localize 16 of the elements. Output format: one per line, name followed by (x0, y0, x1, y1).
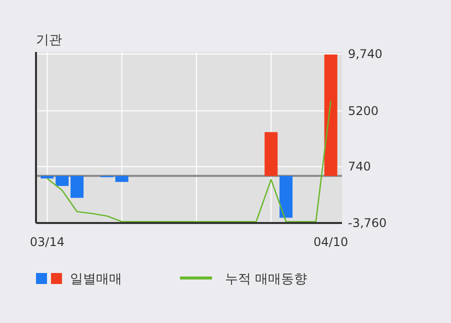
x-tick-label: 04/10 (314, 235, 348, 249)
x-tick-label: 03/14 (30, 235, 64, 249)
legend-label: 누적 매매동향 (225, 272, 308, 287)
chart-title: 기관 (36, 33, 62, 48)
bar (115, 176, 128, 182)
y-tick-label: -3,760 (348, 216, 387, 230)
bar (324, 54, 338, 176)
bar (56, 176, 69, 186)
bar (280, 176, 293, 218)
bar (70, 176, 84, 198)
bar (264, 132, 278, 176)
y-tick-label: 740 (348, 160, 371, 174)
y-tick-label: 5200 (348, 104, 379, 118)
legend-label: 일별매매 (70, 272, 122, 287)
bar (40, 176, 54, 178)
y-tick-label: 9,740 (348, 47, 382, 61)
